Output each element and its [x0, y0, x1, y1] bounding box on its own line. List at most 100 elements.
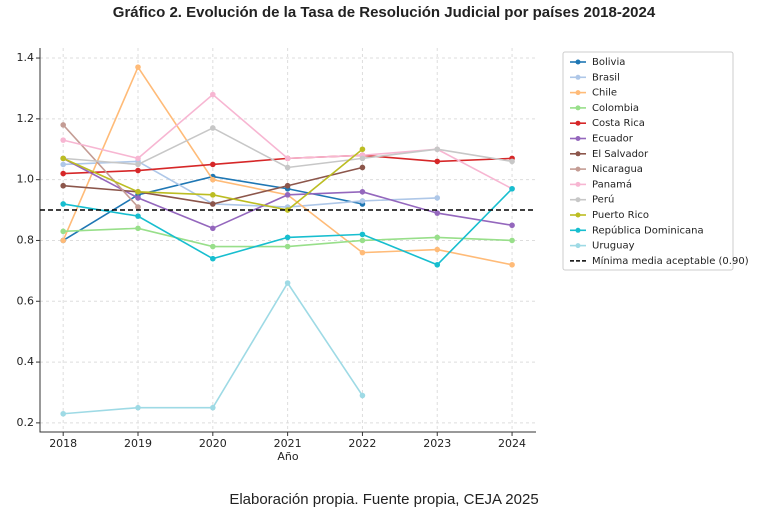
data-point — [135, 167, 141, 174]
data-point — [60, 228, 66, 235]
data-point — [60, 161, 66, 168]
legend-label: Colombia — [592, 103, 639, 114]
data-point — [135, 161, 141, 168]
y-tick-label: 1.2 — [17, 112, 35, 125]
data-point — [434, 146, 441, 153]
legend-marker — [575, 74, 581, 80]
data-point — [135, 225, 141, 232]
legend-marker — [575, 181, 581, 187]
data-point — [509, 185, 515, 192]
x-tick-label: 2023 — [423, 437, 451, 450]
data-point — [359, 189, 366, 195]
legend-label: Perú — [592, 194, 614, 206]
y-tick-label: 0.4 — [17, 355, 35, 368]
data-point — [284, 207, 291, 213]
axes — [39, 48, 536, 433]
data-point — [434, 210, 441, 216]
y-tick-label: 1.4 — [17, 51, 35, 64]
data-point — [359, 249, 366, 256]
data-point — [359, 155, 366, 162]
legend-label: Chile — [592, 88, 617, 99]
data-point — [60, 122, 66, 128]
data-point — [210, 255, 216, 262]
data-point — [509, 237, 515, 244]
legend-marker — [575, 105, 581, 111]
data-point — [210, 201, 216, 207]
legend-marker — [575, 166, 581, 172]
data-point — [359, 164, 366, 171]
data-point — [135, 64, 141, 70]
data-point — [284, 234, 291, 241]
data-point — [60, 237, 66, 244]
data-point — [135, 204, 141, 210]
caption: Elaboración propia. Fuente propia, CEJA … — [229, 491, 538, 508]
data-point — [359, 231, 366, 238]
data-point — [434, 261, 441, 268]
x-tick-label: 2022 — [348, 437, 376, 450]
legend-label: Bolivia — [592, 57, 625, 68]
data-point — [135, 155, 141, 162]
legend-label: El Salvador — [592, 149, 649, 160]
y-tick-label: 1.0 — [17, 173, 35, 186]
data-point — [135, 213, 141, 219]
legend-label: Brasil — [592, 72, 620, 83]
legend-label: Puerto Rico — [592, 210, 649, 221]
data-point — [135, 404, 141, 411]
legend-marker — [575, 151, 581, 157]
data-point — [434, 246, 441, 253]
x-tick-label: 2018 — [49, 437, 77, 450]
data-point — [60, 410, 66, 417]
data-point — [284, 280, 291, 286]
data-point — [210, 404, 216, 411]
data-point — [135, 189, 141, 195]
data-point — [210, 91, 216, 98]
data-point — [284, 182, 291, 189]
data-point — [210, 161, 216, 168]
legend-label: Costa Rica — [592, 118, 645, 129]
data-point — [359, 146, 366, 153]
legend-marker — [575, 59, 581, 65]
legend-label: República Dominicana — [592, 224, 704, 236]
x-tick-label: 2019 — [124, 437, 152, 450]
data-point — [284, 243, 291, 250]
data-point — [434, 195, 441, 201]
data-point — [359, 198, 366, 204]
legend-label: Panamá — [592, 178, 632, 190]
legend-marker — [575, 120, 581, 126]
legend-marker — [575, 243, 581, 249]
data-point — [359, 237, 366, 244]
legend-label: Uruguay — [592, 241, 635, 252]
x-tick-label: 2020 — [199, 437, 227, 450]
data-point — [359, 392, 366, 399]
data-point — [210, 225, 216, 232]
data-point — [434, 158, 441, 165]
data-point — [60, 155, 66, 162]
x-tick-label: 2021 — [274, 437, 302, 450]
legend-marker — [575, 90, 581, 96]
y-tick-label: 0.2 — [17, 416, 35, 429]
data-point — [284, 155, 291, 162]
data-point — [284, 192, 291, 198]
data-point — [210, 125, 216, 131]
data-point — [509, 158, 515, 165]
data-point — [60, 170, 66, 177]
legend-label: Mínima media aceptable (0.90) — [592, 255, 749, 267]
data-point — [60, 182, 66, 189]
data-point — [60, 201, 66, 207]
legend-marker — [575, 197, 581, 203]
series-line — [62, 124, 139, 208]
data-point — [210, 176, 216, 183]
data-point — [210, 192, 216, 198]
series-line — [63, 160, 438, 208]
data-point — [509, 261, 515, 268]
data-point — [210, 243, 216, 250]
x-tick-label: 2024 — [498, 437, 526, 450]
x-axis-label: Año — [277, 450, 298, 463]
data-point — [135, 195, 141, 201]
chart-title: Gráfico 2. Evolución de la Tasa de Resol… — [113, 4, 656, 21]
legend-box — [562, 51, 734, 271]
legend-marker — [575, 227, 581, 233]
data-point — [434, 234, 441, 241]
y-tick-label: 0.6 — [17, 294, 35, 307]
